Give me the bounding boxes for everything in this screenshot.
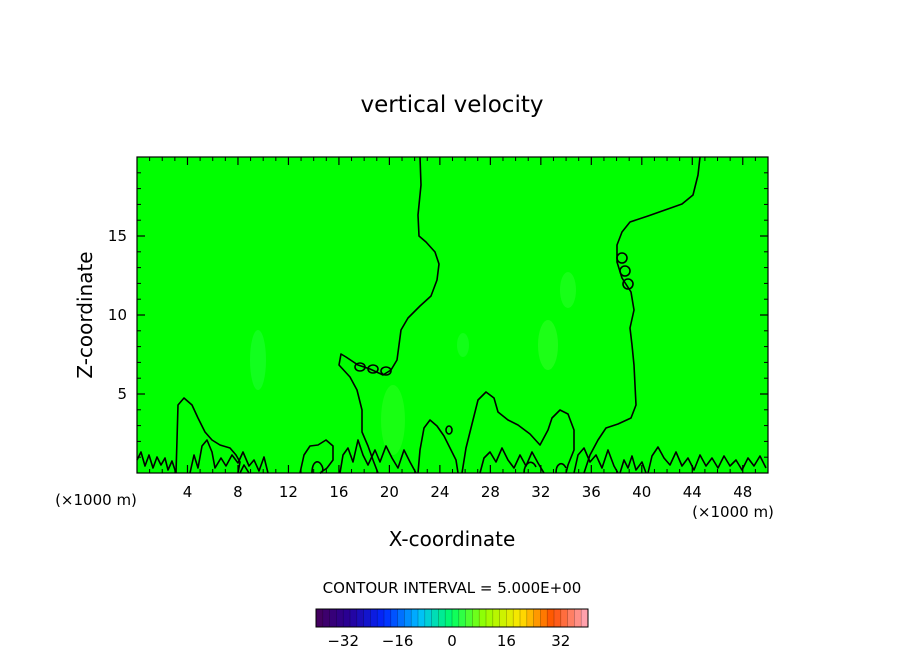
contour-oval	[616, 252, 628, 264]
contour-zero-right	[583, 156, 701, 474]
colorbar-tick-label: 0	[447, 632, 457, 650]
colorbar-swatch	[574, 609, 582, 627]
colorbar-swatch	[560, 609, 568, 627]
colorbar-swatch	[547, 609, 555, 627]
colorbar-swatch	[411, 609, 419, 627]
colorbar-swatch	[520, 609, 528, 627]
colorbar-swatch	[465, 609, 473, 627]
colorbar-swatch	[316, 609, 324, 627]
colorbar-swatch	[452, 609, 460, 627]
contour-zero-center	[461, 391, 575, 474]
y-ticks: 5 10 15	[108, 172, 768, 458]
x-tick-label: 12	[279, 483, 298, 501]
colorbar-swatch	[567, 609, 575, 627]
colorbar-swatch	[329, 609, 337, 627]
colorbar-swatch	[322, 609, 330, 627]
x-tick-label: 28	[481, 483, 500, 501]
x-tick-label: 8	[233, 483, 243, 501]
colorbar-swatch	[472, 609, 480, 627]
contour-oval	[367, 364, 379, 374]
x-tick-label: 48	[733, 483, 752, 501]
colorbar-swatch	[424, 609, 432, 627]
colorbar-swatch	[533, 609, 541, 627]
y-tick-label: 5	[117, 385, 127, 403]
colorbar-swatch	[486, 609, 494, 627]
colorbar-swatch	[438, 609, 446, 627]
contour-oval	[380, 366, 392, 376]
colorbar-swatch	[390, 609, 398, 627]
x-axis-label: X-coordinate	[389, 527, 516, 551]
x-ticks: 4 8 12 16 20 24 28 32 36 40 44 48	[149, 157, 756, 501]
colorbar-swatch	[418, 609, 426, 627]
contour-lines	[136, 156, 767, 474]
colorbar-swatch	[479, 609, 487, 627]
y-axis-label: Z-coordinate	[73, 251, 97, 378]
x-tick-label: 16	[329, 483, 348, 501]
x-tick-label: 44	[683, 483, 702, 501]
x-tick-label: 24	[430, 483, 449, 501]
contour-zero-lowmid	[299, 439, 334, 474]
colorbar-swatch	[445, 609, 453, 627]
colorbar-tick-label: 16	[497, 632, 516, 650]
contour-oval	[622, 278, 634, 290]
y-tick-label: 10	[108, 306, 127, 324]
contour-oval	[619, 265, 631, 277]
x-tick-label: 20	[380, 483, 399, 501]
contour-zero-left	[338, 156, 440, 474]
heatmap-field	[137, 157, 768, 473]
contour-zero-lowleft	[175, 397, 241, 474]
colorbar-swatch	[350, 609, 358, 627]
colorbar-swatch	[506, 609, 514, 627]
x-unit-right: (×1000 m)	[692, 503, 774, 521]
contour-oval	[445, 425, 453, 435]
contour-zero-low2	[417, 419, 459, 474]
colorbar-tick-label: −32	[327, 632, 359, 650]
colorbar-swatch	[377, 609, 385, 627]
colorbar-swatch	[554, 609, 562, 627]
field-patches	[250, 272, 576, 455]
colorbar-ticks: −32 −16 0 16 32	[327, 632, 570, 650]
contour-interval-label: CONTOUR INTERVAL = 5.000E+00	[323, 579, 582, 597]
contour-oval	[354, 362, 366, 372]
colorbar-frame	[315, 608, 589, 628]
colorbar-swatch	[431, 609, 439, 627]
colorbar-swatch	[492, 609, 500, 627]
colorbar-swatch	[356, 609, 364, 627]
contour-zero-bumps	[311, 461, 567, 474]
colorbar-swatch	[526, 609, 534, 627]
contour-zero-ground	[136, 439, 767, 474]
colorbar-swatch	[458, 609, 466, 627]
chart-title: vertical velocity	[361, 92, 544, 118]
colorbar-swatch	[499, 609, 507, 627]
x-tick-label: 32	[531, 483, 550, 501]
colorbar-tick-label: −16	[382, 632, 414, 650]
x-tick-label: 36	[582, 483, 601, 501]
colorbar-swatch	[363, 609, 371, 627]
x-tick-label: 4	[183, 483, 193, 501]
x-unit-left: (×1000 m)	[55, 491, 137, 509]
colorbar-swatch	[404, 609, 412, 627]
colorbar-swatch	[370, 609, 378, 627]
x-tick-label: 40	[632, 483, 651, 501]
colorbar-swatch	[343, 609, 351, 627]
colorbar-swatch	[513, 609, 521, 627]
colorbar-tick-label: 32	[551, 632, 570, 650]
colorbar-swatch	[336, 609, 344, 627]
colorbar-swatch	[384, 609, 392, 627]
colorbar-swatch	[397, 609, 405, 627]
colorbar-swatch	[581, 609, 589, 627]
colorbar-swatch	[540, 609, 548, 627]
colorbar	[316, 609, 589, 627]
y-tick-label: 15	[108, 227, 127, 245]
